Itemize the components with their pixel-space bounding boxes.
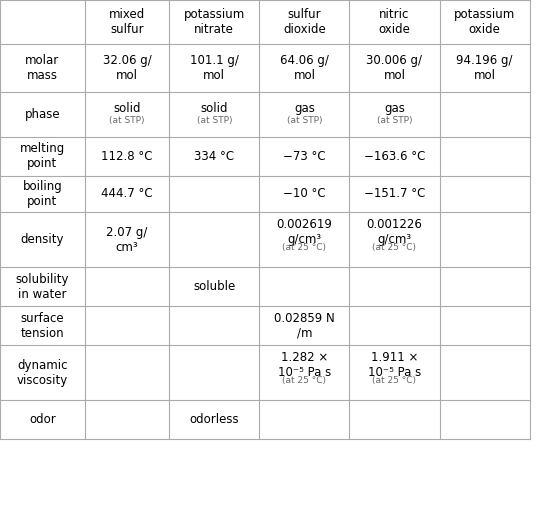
Text: −73 °C: −73 °C: [283, 150, 326, 163]
Text: mixed
sulfur: mixed sulfur: [109, 8, 145, 36]
Text: (at STP): (at STP): [197, 117, 232, 125]
Text: (at STP): (at STP): [377, 117, 412, 125]
Text: gas: gas: [384, 102, 405, 114]
Text: 0.002619
g/cm³: 0.002619 g/cm³: [276, 218, 333, 246]
Text: 64.06 g/
mol: 64.06 g/ mol: [280, 54, 329, 82]
Text: potassium
oxide: potassium oxide: [454, 8, 515, 36]
Text: phase: phase: [25, 108, 60, 121]
Text: (at 25 °C): (at 25 °C): [372, 243, 417, 252]
Text: (at 25 °C): (at 25 °C): [372, 376, 417, 385]
Text: 1.282 ×
10⁻⁵ Pa s: 1.282 × 10⁻⁵ Pa s: [278, 351, 331, 379]
Text: −151.7 °C: −151.7 °C: [364, 188, 425, 200]
Text: (at STP): (at STP): [287, 117, 322, 125]
Text: odor: odor: [29, 413, 56, 426]
Text: −163.6 °C: −163.6 °C: [364, 150, 425, 163]
Text: gas: gas: [294, 102, 315, 114]
Text: molar
mass: molar mass: [25, 54, 60, 82]
Text: 101.1 g/
mol: 101.1 g/ mol: [190, 54, 239, 82]
Text: 94.196 g/
mol: 94.196 g/ mol: [456, 54, 513, 82]
Text: 1.911 ×
10⁻⁵ Pa s: 1.911 × 10⁻⁵ Pa s: [368, 351, 421, 379]
Text: 0.02859 N
/m: 0.02859 N /m: [274, 312, 335, 339]
Text: solid: solid: [113, 102, 141, 114]
Text: nitric
oxide: nitric oxide: [378, 8, 411, 36]
Text: 2.07 g/
cm³: 2.07 g/ cm³: [106, 226, 147, 253]
Text: 444.7 °C: 444.7 °C: [101, 188, 153, 200]
Text: density: density: [21, 233, 64, 246]
Text: odorless: odorless: [189, 413, 239, 426]
Text: 30.006 g/
mol: 30.006 g/ mol: [366, 54, 423, 82]
Text: solid: solid: [200, 102, 228, 114]
Text: melting
point: melting point: [20, 143, 65, 170]
Text: dynamic
viscosity: dynamic viscosity: [17, 359, 68, 386]
Text: (at 25 °C): (at 25 °C): [282, 243, 327, 252]
Text: solubility
in water: solubility in water: [16, 273, 69, 300]
Text: −10 °C: −10 °C: [283, 188, 326, 200]
Text: (at STP): (at STP): [109, 117, 145, 125]
Text: 334 °C: 334 °C: [194, 150, 234, 163]
Text: potassium
nitrate: potassium nitrate: [183, 8, 245, 36]
Text: boiling
point: boiling point: [22, 180, 62, 208]
Text: 32.06 g/
mol: 32.06 g/ mol: [103, 54, 151, 82]
Text: surface
tension: surface tension: [21, 312, 64, 339]
Text: 112.8 °C: 112.8 °C: [101, 150, 153, 163]
Text: 0.001226
g/cm³: 0.001226 g/cm³: [366, 218, 423, 246]
Text: (at 25 °C): (at 25 °C): [282, 376, 327, 385]
Text: sulfur
dioxide: sulfur dioxide: [283, 8, 326, 36]
Text: soluble: soluble: [193, 280, 235, 293]
